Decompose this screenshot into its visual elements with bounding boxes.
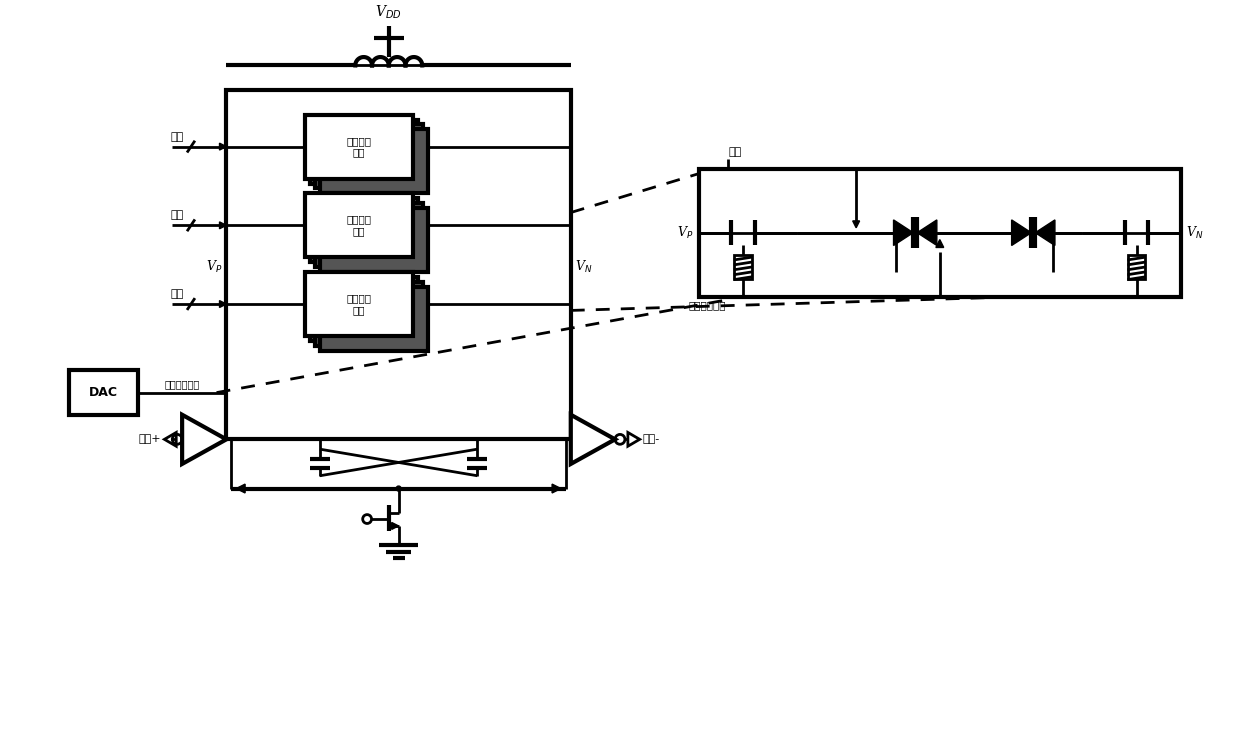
Polygon shape — [219, 300, 227, 308]
Polygon shape — [1035, 220, 1055, 246]
Polygon shape — [853, 221, 859, 228]
Text: 细调电容
整列: 细调电容 整列 — [347, 293, 372, 315]
Text: 细调偏置电压: 细调偏置电压 — [689, 300, 727, 311]
Text: 细调: 细调 — [728, 147, 742, 157]
Bar — [698, 169, 1180, 297]
Text: V$_P$: V$_P$ — [677, 224, 694, 240]
Bar — [305, 115, 413, 178]
Bar — [320, 208, 428, 272]
Polygon shape — [918, 220, 937, 246]
Text: V$_P$: V$_P$ — [206, 259, 222, 275]
Polygon shape — [894, 220, 913, 246]
Text: 中调: 中调 — [171, 211, 184, 221]
Bar — [315, 282, 423, 346]
Bar — [315, 124, 423, 189]
Text: 粗调电容
整列: 粗调电容 整列 — [347, 136, 372, 157]
Polygon shape — [219, 222, 227, 229]
Polygon shape — [936, 240, 944, 248]
Bar — [315, 203, 423, 267]
Bar — [305, 272, 413, 336]
Polygon shape — [237, 484, 246, 493]
Text: V$_N$: V$_N$ — [1185, 224, 1203, 240]
Bar — [227, 90, 570, 439]
Bar — [310, 198, 418, 262]
Polygon shape — [182, 414, 227, 464]
Bar — [320, 287, 428, 351]
Bar — [310, 277, 418, 341]
Bar — [734, 255, 751, 279]
Bar — [310, 120, 418, 183]
Bar — [320, 129, 428, 193]
Text: 细调: 细调 — [171, 289, 184, 299]
Text: DAC: DAC — [89, 386, 118, 399]
Text: 细调偏置电压: 细调偏置电压 — [165, 379, 200, 390]
Text: 输出+: 输出+ — [139, 434, 161, 444]
Text: V$_{DD}$: V$_{DD}$ — [376, 4, 402, 21]
Polygon shape — [1012, 220, 1032, 246]
Polygon shape — [392, 523, 398, 529]
Circle shape — [396, 486, 401, 491]
Polygon shape — [219, 143, 227, 150]
Polygon shape — [570, 414, 615, 464]
Text: 中调电容
整列: 中调电容 整列 — [347, 214, 372, 236]
Text: V$_N$: V$_N$ — [574, 259, 593, 275]
Text: 粗调: 粗调 — [171, 132, 184, 142]
Bar — [1127, 255, 1146, 279]
Bar — [305, 193, 413, 257]
Text: 输出-: 输出- — [642, 434, 660, 444]
Bar — [69, 371, 138, 414]
Polygon shape — [552, 484, 560, 493]
